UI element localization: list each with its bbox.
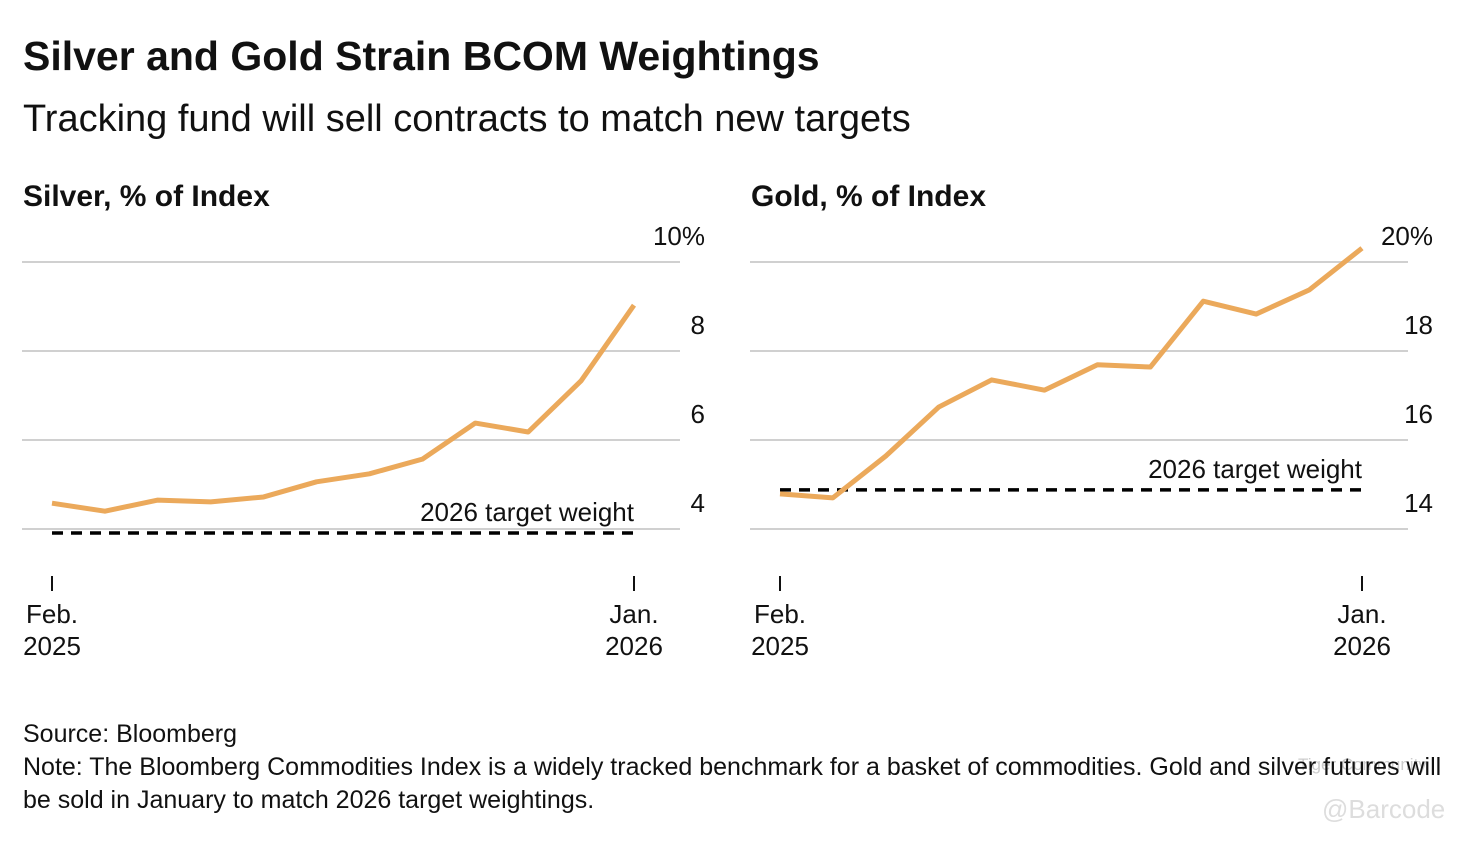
watermark: Tiger Community [1298, 755, 1427, 774]
y-tick-label: 14 [1404, 488, 1433, 518]
series-line [779, 246, 1364, 501]
y-tick-label: 8 [691, 310, 705, 340]
x-tick-label: Feb. 2025 [23, 599, 81, 661]
y-tick-label: 16 [1404, 399, 1433, 429]
y-tick-label: 10% [653, 221, 705, 251]
chart-title: Gold, % of Index [751, 180, 986, 213]
series-line [51, 303, 637, 514]
x-tick-label: Jan. 2026 [605, 599, 663, 661]
page-subtitle: Tracking fund will sell contracts to mat… [23, 98, 911, 140]
source: Source: Bloomberg [23, 720, 238, 748]
y-tick-label: 6 [691, 399, 705, 429]
note: Note: The Bloomberg Commodities Index is… [23, 753, 1442, 814]
chart-title: Silver, % of Index [23, 180, 270, 213]
y-tick-label: 20% [1381, 221, 1433, 251]
target-label: 2026 target weight [1148, 454, 1363, 484]
y-tick-label: 18 [1404, 310, 1433, 340]
y-tick-label: 4 [691, 488, 705, 518]
x-tick-label: Feb. 2025 [751, 599, 809, 661]
page-title: Silver and Gold Strain BCOM Weightings [23, 33, 820, 79]
target-label: 2026 target weight [420, 497, 635, 527]
watermark: @Barcode [1322, 794, 1445, 824]
x-tick-label: Jan. 2026 [1333, 599, 1391, 661]
